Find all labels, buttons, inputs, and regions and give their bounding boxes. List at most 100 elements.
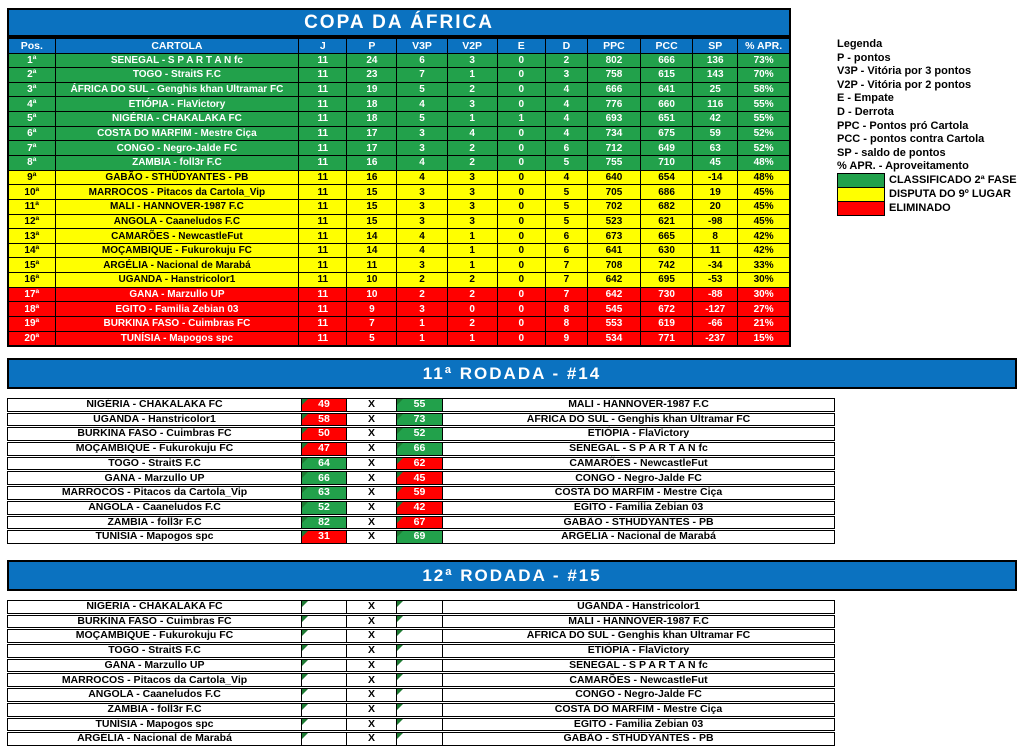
cell-ppc: 553 <box>586 316 642 332</box>
cell-pos: 4ª <box>7 96 56 113</box>
legend-color-box <box>837 172 885 188</box>
versus-separator: X <box>367 629 375 642</box>
away-score-cell[interactable]: 67 <box>396 516 443 529</box>
away-score-cell[interactable]: 42 <box>396 501 443 514</box>
cell-ppc: 666 <box>586 81 642 98</box>
home-score-cell[interactable]: 52 <box>301 501 347 514</box>
away-score-cell[interactable] <box>396 615 443 628</box>
cell-j: 11 <box>298 286 348 303</box>
cell-v3p: 3 <box>396 198 448 215</box>
home-score-cell[interactable]: 64 <box>301 457 347 470</box>
cell-p: 14 <box>346 242 398 259</box>
cell-v2p: 1 <box>446 228 498 244</box>
cell-e: 0 <box>496 213 546 230</box>
away-score-cell[interactable] <box>396 733 443 745</box>
legend-key-label: DISPUTA DO 9º LUGAR <box>889 188 1011 201</box>
cell-p: 15 <box>346 184 398 200</box>
home-score-cell[interactable] <box>301 733 347 745</box>
match-row: MARROCOS - Pitacos da Cartola_Vip X CAMARÕ… <box>7 673 835 688</box>
away-score-cell[interactable] <box>396 718 443 731</box>
cell-apr: 52% <box>737 125 791 142</box>
away-team-cell: UGANDA - Hanstricolor1 <box>577 600 700 613</box>
table-row: 17ª GANA - Marzullo UP 11 10 2 2 0 7 642 730 -88 30… <box>7 286 791 303</box>
home-score-cell[interactable] <box>301 674 347 687</box>
home-score-cell[interactable]: 82 <box>301 516 347 529</box>
cell-sp: 45 <box>692 154 739 171</box>
away-score-cell[interactable] <box>396 630 443 643</box>
away-score-cell[interactable]: 69 <box>396 531 443 543</box>
home-score-cell[interactable]: 66 <box>301 472 347 485</box>
cell-e: 0 <box>496 169 546 186</box>
away-score-cell[interactable]: 73 <box>396 413 443 426</box>
cell-team: ARGÉLIA - Nacional de Marabá <box>54 257 300 274</box>
legend-color-box <box>837 200 885 216</box>
legend-key: ELIMINADO <box>837 200 1023 216</box>
cell-v2p: 3 <box>446 213 498 230</box>
match-row: ANGOLA - Caaneludos F.C 52 X 42 EGITO - Fami… <box>7 500 835 515</box>
home-score-cell[interactable] <box>301 703 347 716</box>
away-score-cell[interactable] <box>396 601 443 613</box>
away-score-cell[interactable] <box>396 645 443 657</box>
away-score-cell[interactable]: 52 <box>396 428 443 441</box>
away-score-cell[interactable] <box>396 689 443 701</box>
home-score-cell[interactable] <box>301 630 347 643</box>
cell-sp: -88 <box>692 286 739 303</box>
cell-sp: -66 <box>692 316 739 332</box>
home-team-cell: ZAMBIA - foll3r F.C <box>107 702 202 715</box>
cell-ppc: 712 <box>586 140 642 156</box>
away-score-cell[interactable]: 66 <box>396 443 443 455</box>
away-score-cell[interactable]: 55 <box>396 398 443 411</box>
home-score-cell[interactable] <box>301 601 347 613</box>
home-score-cell[interactable]: 49 <box>301 398 347 411</box>
versus-separator: X <box>367 688 375 701</box>
away-score-cell[interactable]: 45 <box>396 472 443 485</box>
cell-p: 14 <box>346 228 398 244</box>
home-score-cell[interactable]: 58 <box>301 413 347 426</box>
legend-key: CLASSIFICADO 2ª FASE <box>837 172 1023 188</box>
home-score-cell[interactable] <box>301 718 347 731</box>
cell-sp: -53 <box>692 272 739 288</box>
home-score-cell[interactable]: 31 <box>301 531 347 543</box>
away-team-cell: ETIÓPIA - FlaVictory <box>587 644 690 657</box>
home-score-cell[interactable] <box>301 689 347 701</box>
home-team-cell: ZAMBIA - foll3r F.C <box>107 515 202 528</box>
home-score-cell[interactable]: 47 <box>301 443 347 455</box>
match-row: GANA - Marzullo UP 66 X 45 CONGO - Negro-Jal… <box>7 471 835 486</box>
home-score-cell[interactable] <box>301 659 347 672</box>
away-score-cell[interactable] <box>396 674 443 687</box>
cell-d: 4 <box>544 125 588 142</box>
table-row: 5ª NIGÉRIA - CHAKALAKA FC 11 18 5 1 1 4 693 651 42… <box>7 111 791 127</box>
cell-team: COSTA DO MARFIM - Mestre Ciça <box>54 125 300 142</box>
home-score-cell[interactable] <box>301 645 347 657</box>
home-score-cell[interactable] <box>301 615 347 628</box>
table-row: 7ª CONGO - Negro-Jalde FC 11 17 3 2 0 6 712 649 63… <box>7 140 791 156</box>
cell-d: 6 <box>544 228 588 244</box>
away-score-cell[interactable]: 62 <box>396 457 443 470</box>
cell-apr: 48% <box>737 169 791 186</box>
away-team-cell: ÁFRICA DO SUL - Genghis khan Ultramar FC <box>526 629 751 642</box>
cell-pos: 16ª <box>7 272 56 288</box>
versus-separator: X <box>367 486 375 499</box>
cell-p: 17 <box>346 140 398 156</box>
cell-team: TOGO - StraitS F.C <box>54 67 300 83</box>
cell-pcc: 675 <box>640 125 694 142</box>
table-row: 20ª TUNÍSIA - Mapogos spc 11 5 1 1 0 9 534 771 -23… <box>7 330 791 347</box>
cell-d: 7 <box>544 257 588 274</box>
away-score-cell[interactable] <box>396 659 443 672</box>
cell-pcc: 654 <box>640 169 694 186</box>
cell-e: 0 <box>496 125 546 142</box>
home-score-cell[interactable]: 63 <box>301 487 347 499</box>
cell-apr: 30% <box>737 272 791 288</box>
away-team-cell: COSTA DO MARFIM - Mestre Ciça <box>554 702 723 715</box>
legend-line: PCC - pontos contra Cartola <box>837 133 985 146</box>
cell-p: 15 <box>346 198 398 215</box>
column-header-sp: SP <box>692 37 739 54</box>
away-score-cell[interactable] <box>396 703 443 716</box>
cell-pos: 17ª <box>7 286 56 303</box>
cell-v2p: 2 <box>446 286 498 303</box>
away-score-cell[interactable]: 59 <box>396 487 443 499</box>
table-row: 15ª ARGÉLIA - Nacional de Marabá 11 11 3 1 0 7 7… <box>7 257 791 274</box>
match-row: ZAMBIA - foll3r F.C 82 X 67 GABÃO - STHÜDYAN… <box>7 515 835 530</box>
home-score-cell[interactable]: 50 <box>301 428 347 441</box>
cell-e: 0 <box>496 81 546 98</box>
